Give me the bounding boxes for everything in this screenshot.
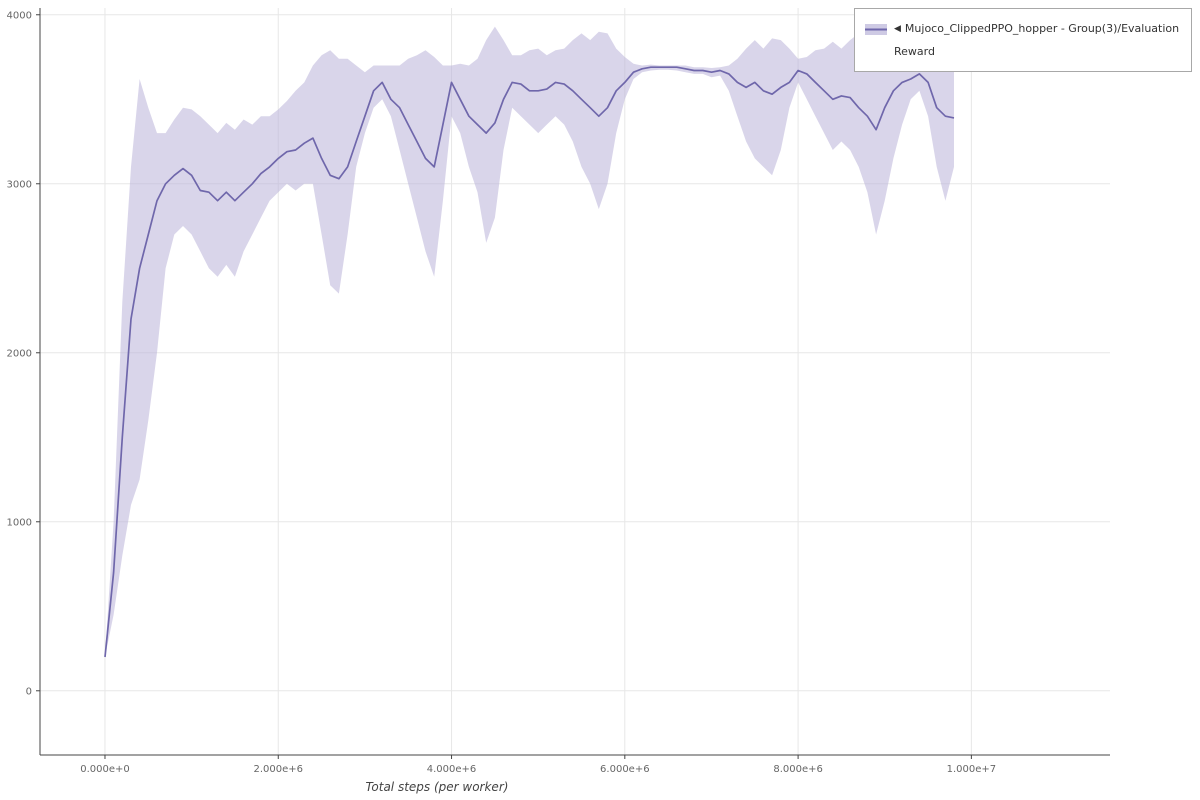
- x-tick-label: 4.000e+6: [427, 764, 477, 775]
- x-tick-label: 1.000e+7: [947, 764, 997, 775]
- x-tick-label: 8.000e+6: [773, 764, 823, 775]
- series-name[interactable]: Mujoco_ClippedPPO_hopper - Group(3)/Eval…: [894, 22, 1180, 59]
- y-tick-label: 1000: [7, 517, 32, 528]
- legend[interactable]: ◀ Mujoco_ClippedPPO_hopper - Group(3)/Eva…: [854, 8, 1192, 73]
- x-axis-title: Total steps (per worker): [366, 780, 509, 794]
- series-swatch: [865, 24, 887, 35]
- collapse-legend-icon[interactable]: ◀: [894, 24, 901, 34]
- y-tick-label: 0: [26, 686, 32, 697]
- x-tick-label: 0.000e+0: [80, 764, 130, 775]
- confidence-band: [105, 24, 954, 657]
- y-tick-label: 3000: [7, 179, 32, 190]
- y-tick-label: 4000: [7, 10, 32, 21]
- x-tick-label: 6.000e+6: [600, 764, 650, 775]
- mean-line: [104, 66, 955, 658]
- y-tick-label: 2000: [7, 348, 32, 359]
- legend-entry: ◀ Mujoco_ClippedPPO_hopper - Group(3)/Eva…: [894, 17, 1181, 63]
- x-tick-label: 2.000e+6: [253, 764, 303, 775]
